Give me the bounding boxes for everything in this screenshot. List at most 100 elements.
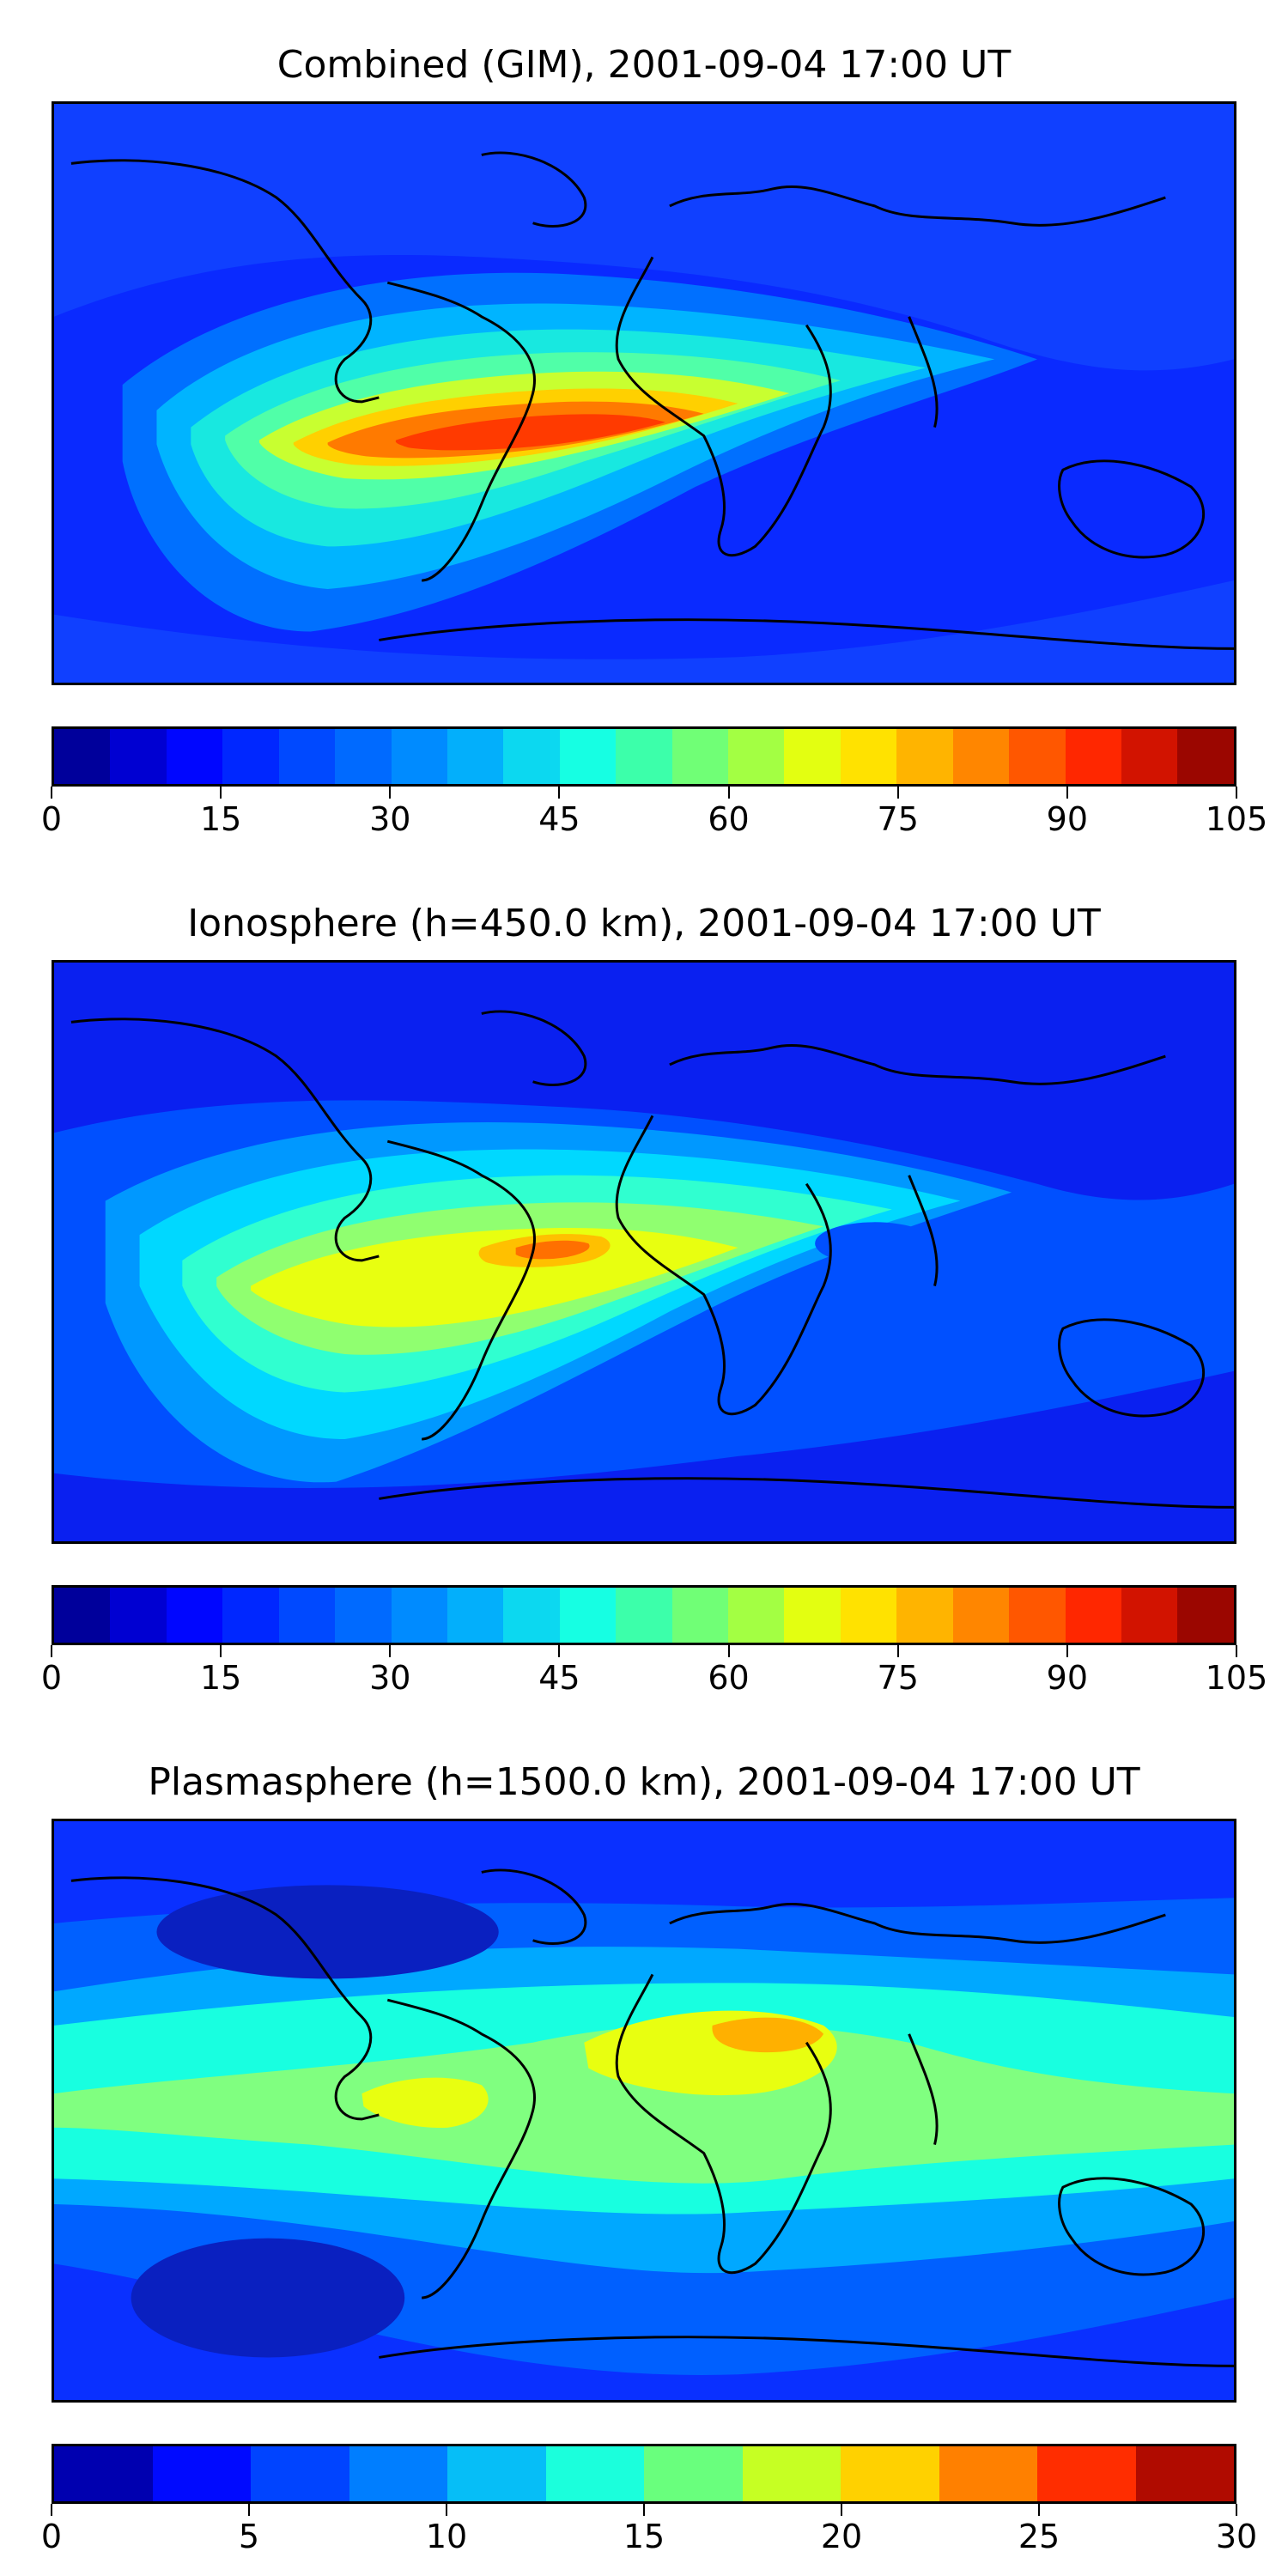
panel-3-map — [52, 1819, 1236, 2403]
colorbar-tick-label: 30 — [369, 800, 411, 838]
colorbar-tick — [1236, 1645, 1237, 1657]
colorbar-segment — [1065, 1588, 1122, 1643]
panel-3-map-svg — [54, 1821, 1234, 2400]
colorbar-segment — [728, 1588, 785, 1643]
colorbar-tick-label: 45 — [538, 1659, 580, 1697]
panel-2-map — [52, 960, 1236, 1544]
colorbar-tick-label: 5 — [238, 2518, 260, 2555]
panel-1-map-svg — [54, 104, 1234, 683]
colorbar-tick — [558, 1645, 561, 1657]
colorbar-segment — [391, 1588, 447, 1643]
colorbar-segment — [54, 729, 111, 784]
panel-1-map — [52, 101, 1236, 685]
colorbar-segment — [391, 729, 447, 784]
colorbar-tick-label: 20 — [820, 2518, 863, 2555]
colorbar-segment — [896, 1588, 953, 1643]
colorbar-tick-label: 15 — [199, 1659, 242, 1697]
colorbar-tick-label: 10 — [425, 2518, 468, 2555]
colorbar-tick — [1066, 787, 1068, 799]
colorbar-segment — [671, 729, 729, 784]
colorbar-segment — [742, 2446, 841, 2501]
colorbar-segment — [1177, 1588, 1234, 1643]
colorbar-segment — [1121, 1588, 1178, 1643]
colorbar-segment — [671, 1588, 729, 1643]
colorbar-tick — [1236, 787, 1237, 799]
colorbar-tick-label: 45 — [538, 800, 580, 838]
colorbar-tick — [220, 787, 222, 799]
colorbar-tick-label: 90 — [1046, 1659, 1089, 1697]
colorbar-segment — [1121, 729, 1178, 784]
colorbar-tick — [841, 2504, 842, 2516]
colorbar-segment — [349, 2446, 447, 2501]
colorbar-segment — [840, 729, 897, 784]
colorbar-tick-label: 25 — [1018, 2518, 1060, 2555]
colorbar-segment — [840, 1588, 897, 1643]
colorbar-segment — [644, 2446, 743, 2501]
colorbar-segment — [784, 729, 841, 784]
colorbar-tick — [558, 787, 561, 799]
colorbar-tick — [1066, 1645, 1068, 1657]
colorbar-tick-label: 0 — [40, 2518, 63, 2555]
colorbar-segment — [110, 729, 167, 784]
colorbar-segment — [952, 729, 1010, 784]
colorbar-segment — [278, 729, 336, 784]
colorbar-tick-label: 0 — [40, 800, 63, 838]
panel-3-title: Plasmasphere (h=1500.0 km), 2001-09-04 1… — [148, 1760, 1140, 1804]
colorbar-segment — [896, 729, 953, 784]
colorbar-tick — [389, 787, 392, 799]
colorbar-tick — [643, 2504, 645, 2516]
colorbar-tick-label: 15 — [199, 800, 242, 838]
colorbar-tick — [220, 1645, 222, 1657]
colorbar-segment — [54, 2446, 153, 2501]
colorbar-segment — [166, 1588, 223, 1643]
colorbar-segment — [1177, 729, 1234, 784]
colorbar-segment — [616, 1588, 672, 1643]
panel-2-colorbar-ticks: 0 15 30 45 60 75 90 105 — [0, 1645, 1288, 1697]
colorbar-tick-label: 30 — [369, 1659, 411, 1697]
panel-1-colorbar — [52, 726, 1236, 787]
colorbar-tick — [1038, 2504, 1040, 2516]
colorbar-tick-label: 105 — [1205, 800, 1268, 838]
colorbar-segment — [447, 2446, 546, 2501]
colorbar-segment — [616, 729, 672, 784]
colorbar-tick — [446, 2504, 447, 2516]
colorbar-segment — [278, 1588, 336, 1643]
colorbar-segment — [152, 2446, 251, 2501]
colorbar-tick — [896, 787, 899, 799]
colorbar-segment — [1065, 729, 1122, 784]
colorbar-tick — [727, 787, 730, 799]
colorbar-segment — [559, 1588, 617, 1643]
colorbar-tick — [1236, 2504, 1237, 2516]
colorbar-tick-label: 15 — [623, 2518, 665, 2555]
colorbar-segment — [447, 729, 504, 784]
panel-2-title: Ionosphere (h=450.0 km), 2001-09-04 17:0… — [187, 902, 1101, 945]
colorbar-tick — [248, 2504, 250, 2516]
colorbar-tick-label: 75 — [877, 1659, 919, 1697]
panel-1-colorbar-ticks: 0 15 30 45 60 75 90 105 — [0, 787, 1288, 838]
panel-3-colorbar — [52, 2444, 1236, 2504]
panel-2-map-svg — [54, 963, 1234, 1541]
colorbar-segment — [545, 2446, 644, 2501]
panel-3-colorbar-ticks: 0 5 10 15 20 25 30 — [0, 2504, 1288, 2555]
colorbar-segment — [54, 1588, 111, 1643]
panel-1-title: Combined (GIM), 2001-09-04 17:00 UT — [276, 43, 1012, 87]
colorbar-tick-label: 75 — [877, 800, 919, 838]
colorbar-segment — [784, 1588, 841, 1643]
colorbar-segment — [503, 729, 560, 784]
colorbar-segment — [335, 729, 392, 784]
colorbar-tick-label: 30 — [1215, 2518, 1258, 2555]
colorbar-segment — [110, 1588, 167, 1643]
colorbar-segment — [1135, 2446, 1234, 2501]
colorbar-tick — [51, 1645, 52, 1657]
colorbar-segment — [1009, 729, 1066, 784]
colorbar-segment — [841, 2446, 939, 2501]
colorbar-segment — [1037, 2446, 1136, 2501]
colorbar-tick-label: 60 — [708, 800, 750, 838]
colorbar-tick-label: 0 — [40, 1659, 63, 1697]
colorbar-segment — [447, 1588, 504, 1643]
colorbar-tick — [389, 1645, 392, 1657]
colorbar-segment — [222, 729, 279, 784]
colorbar-segment — [952, 1588, 1010, 1643]
colorbar-tick — [51, 2504, 52, 2516]
colorbar-segment — [251, 2446, 349, 2501]
